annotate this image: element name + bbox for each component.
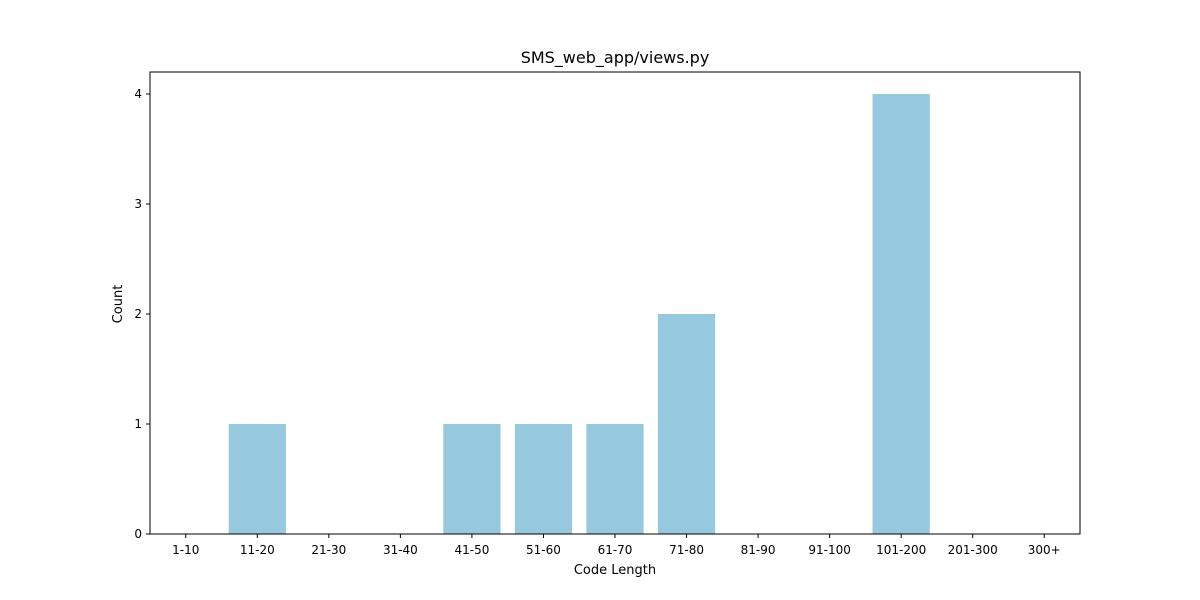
x-tick-label: 91-100 (808, 543, 851, 557)
x-tick-label: 21-30 (311, 543, 346, 557)
x-tick-label: 61-70 (598, 543, 633, 557)
bar-101-200 (872, 94, 930, 534)
x-tick-label: 81-90 (741, 543, 776, 557)
y-tick-label: 0 (134, 527, 142, 541)
x-tick-label: 101-200 (876, 543, 926, 557)
y-tick-label: 2 (134, 307, 142, 321)
x-tick-label: 300+ (1028, 543, 1061, 557)
x-tick-label: 1-10 (172, 543, 199, 557)
x-tick-label: 71-80 (669, 543, 704, 557)
bar-61-70 (586, 424, 644, 534)
chart-title: SMS_web_app/views.py (521, 48, 710, 68)
x-axis-label: Code Length (574, 563, 656, 578)
y-axis-label: Count (111, 285, 126, 324)
bar-71-80 (657, 314, 716, 534)
bar-41-50 (443, 424, 501, 534)
x-tick-label: 41-50 (454, 543, 489, 557)
bar-11-20 (228, 424, 286, 534)
y-tick-label: 4 (134, 87, 142, 101)
x-tick-label: 51-60 (526, 543, 561, 557)
y-tick-label: 1 (134, 417, 142, 431)
x-tick-label: 201-300 (948, 543, 998, 557)
plot-area: 1-10 11-20 21-30 31-40 41-50 51-60 61-70 71-80 8… (134, 71, 1081, 557)
bar-51-60 (514, 424, 573, 534)
y-tick-label: 3 (134, 197, 142, 211)
x-tick-label: 11-20 (240, 543, 275, 557)
x-tick-label: 31-40 (383, 543, 418, 557)
